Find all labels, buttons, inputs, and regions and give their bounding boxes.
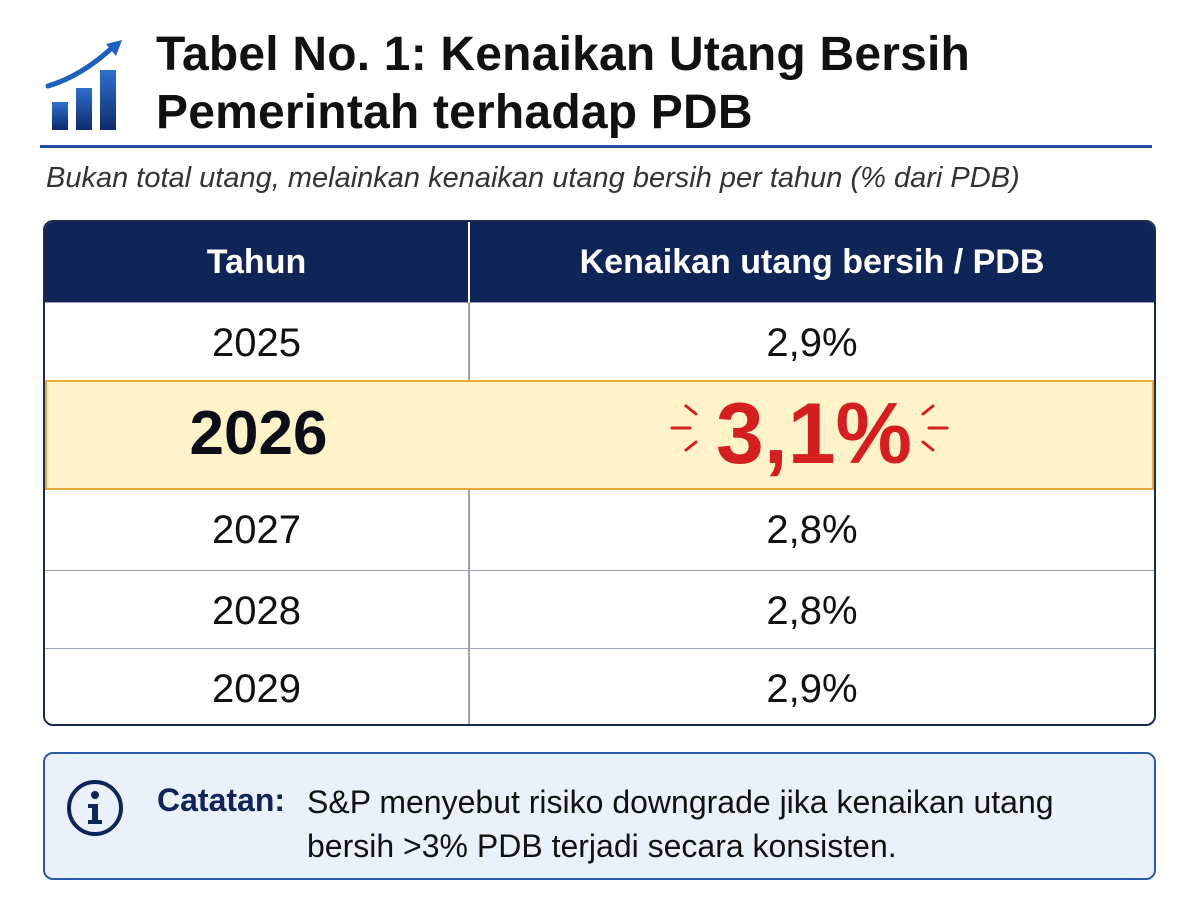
column-header-value: Kenaikan utang bersih / PDB — [579, 243, 1045, 281]
header-divider — [468, 222, 470, 302]
info-icon — [67, 780, 123, 836]
title-divider — [40, 145, 1152, 148]
note-text: S&P menyebut risiko downgrade jika kenai… — [307, 784, 1054, 864]
value-cell-highlighted: 3,1% — [715, 386, 913, 482]
value-cell: 2,8% — [766, 589, 858, 633]
year-cell: 2029 — [212, 667, 301, 711]
note-box: Catatan: S&P menyebut risiko downgrade j… — [43, 752, 1156, 880]
value-cell: 2,9% — [766, 321, 858, 365]
column-divider — [468, 490, 470, 570]
emphasis-burst-right-icon — [921, 404, 949, 452]
title-line-2: Pemerintah terhadap PDB — [156, 86, 753, 139]
table-row-highlighted: 2026 3,1% — [45, 380, 1154, 490]
column-divider — [468, 649, 470, 724]
column-divider — [468, 303, 470, 382]
data-table: Tahun Kenaikan utang bersih / PDB 2025 2… — [43, 220, 1156, 726]
page-title: Tabel No. 1: Kenaikan Utang Bersih Pemer… — [156, 26, 970, 142]
subtitle: Bukan total utang, melainkan kenaikan ut… — [46, 162, 1020, 194]
year-cell-highlighted: 2026 — [189, 399, 328, 468]
year-cell: 2025 — [212, 321, 301, 365]
year-cell: 2028 — [212, 589, 301, 633]
column-header-year: Tahun — [206, 243, 307, 281]
header: Tabel No. 1: Kenaikan Utang Bersih Pemer… — [40, 20, 1160, 148]
table-row: 2025 2,9% — [45, 302, 1154, 382]
column-divider — [468, 571, 470, 650]
table-row: 2029 2,9% — [45, 648, 1154, 724]
year-cell: 2027 — [212, 508, 301, 552]
bar-chart-growth-icon — [45, 40, 122, 130]
emphasis-burst-left-icon — [670, 404, 698, 452]
value-cell: 2,9% — [766, 667, 858, 711]
table-row: 2028 2,8% — [45, 570, 1154, 650]
table-row: 2027 2,8% — [45, 490, 1154, 570]
title-line-1: Tabel No. 1: Kenaikan Utang Bersih — [156, 28, 971, 81]
note-label: Catatan: — [157, 782, 286, 818]
table-header: Tahun Kenaikan utang bersih / PDB — [45, 222, 1154, 302]
value-cell: 2,8% — [766, 508, 858, 552]
